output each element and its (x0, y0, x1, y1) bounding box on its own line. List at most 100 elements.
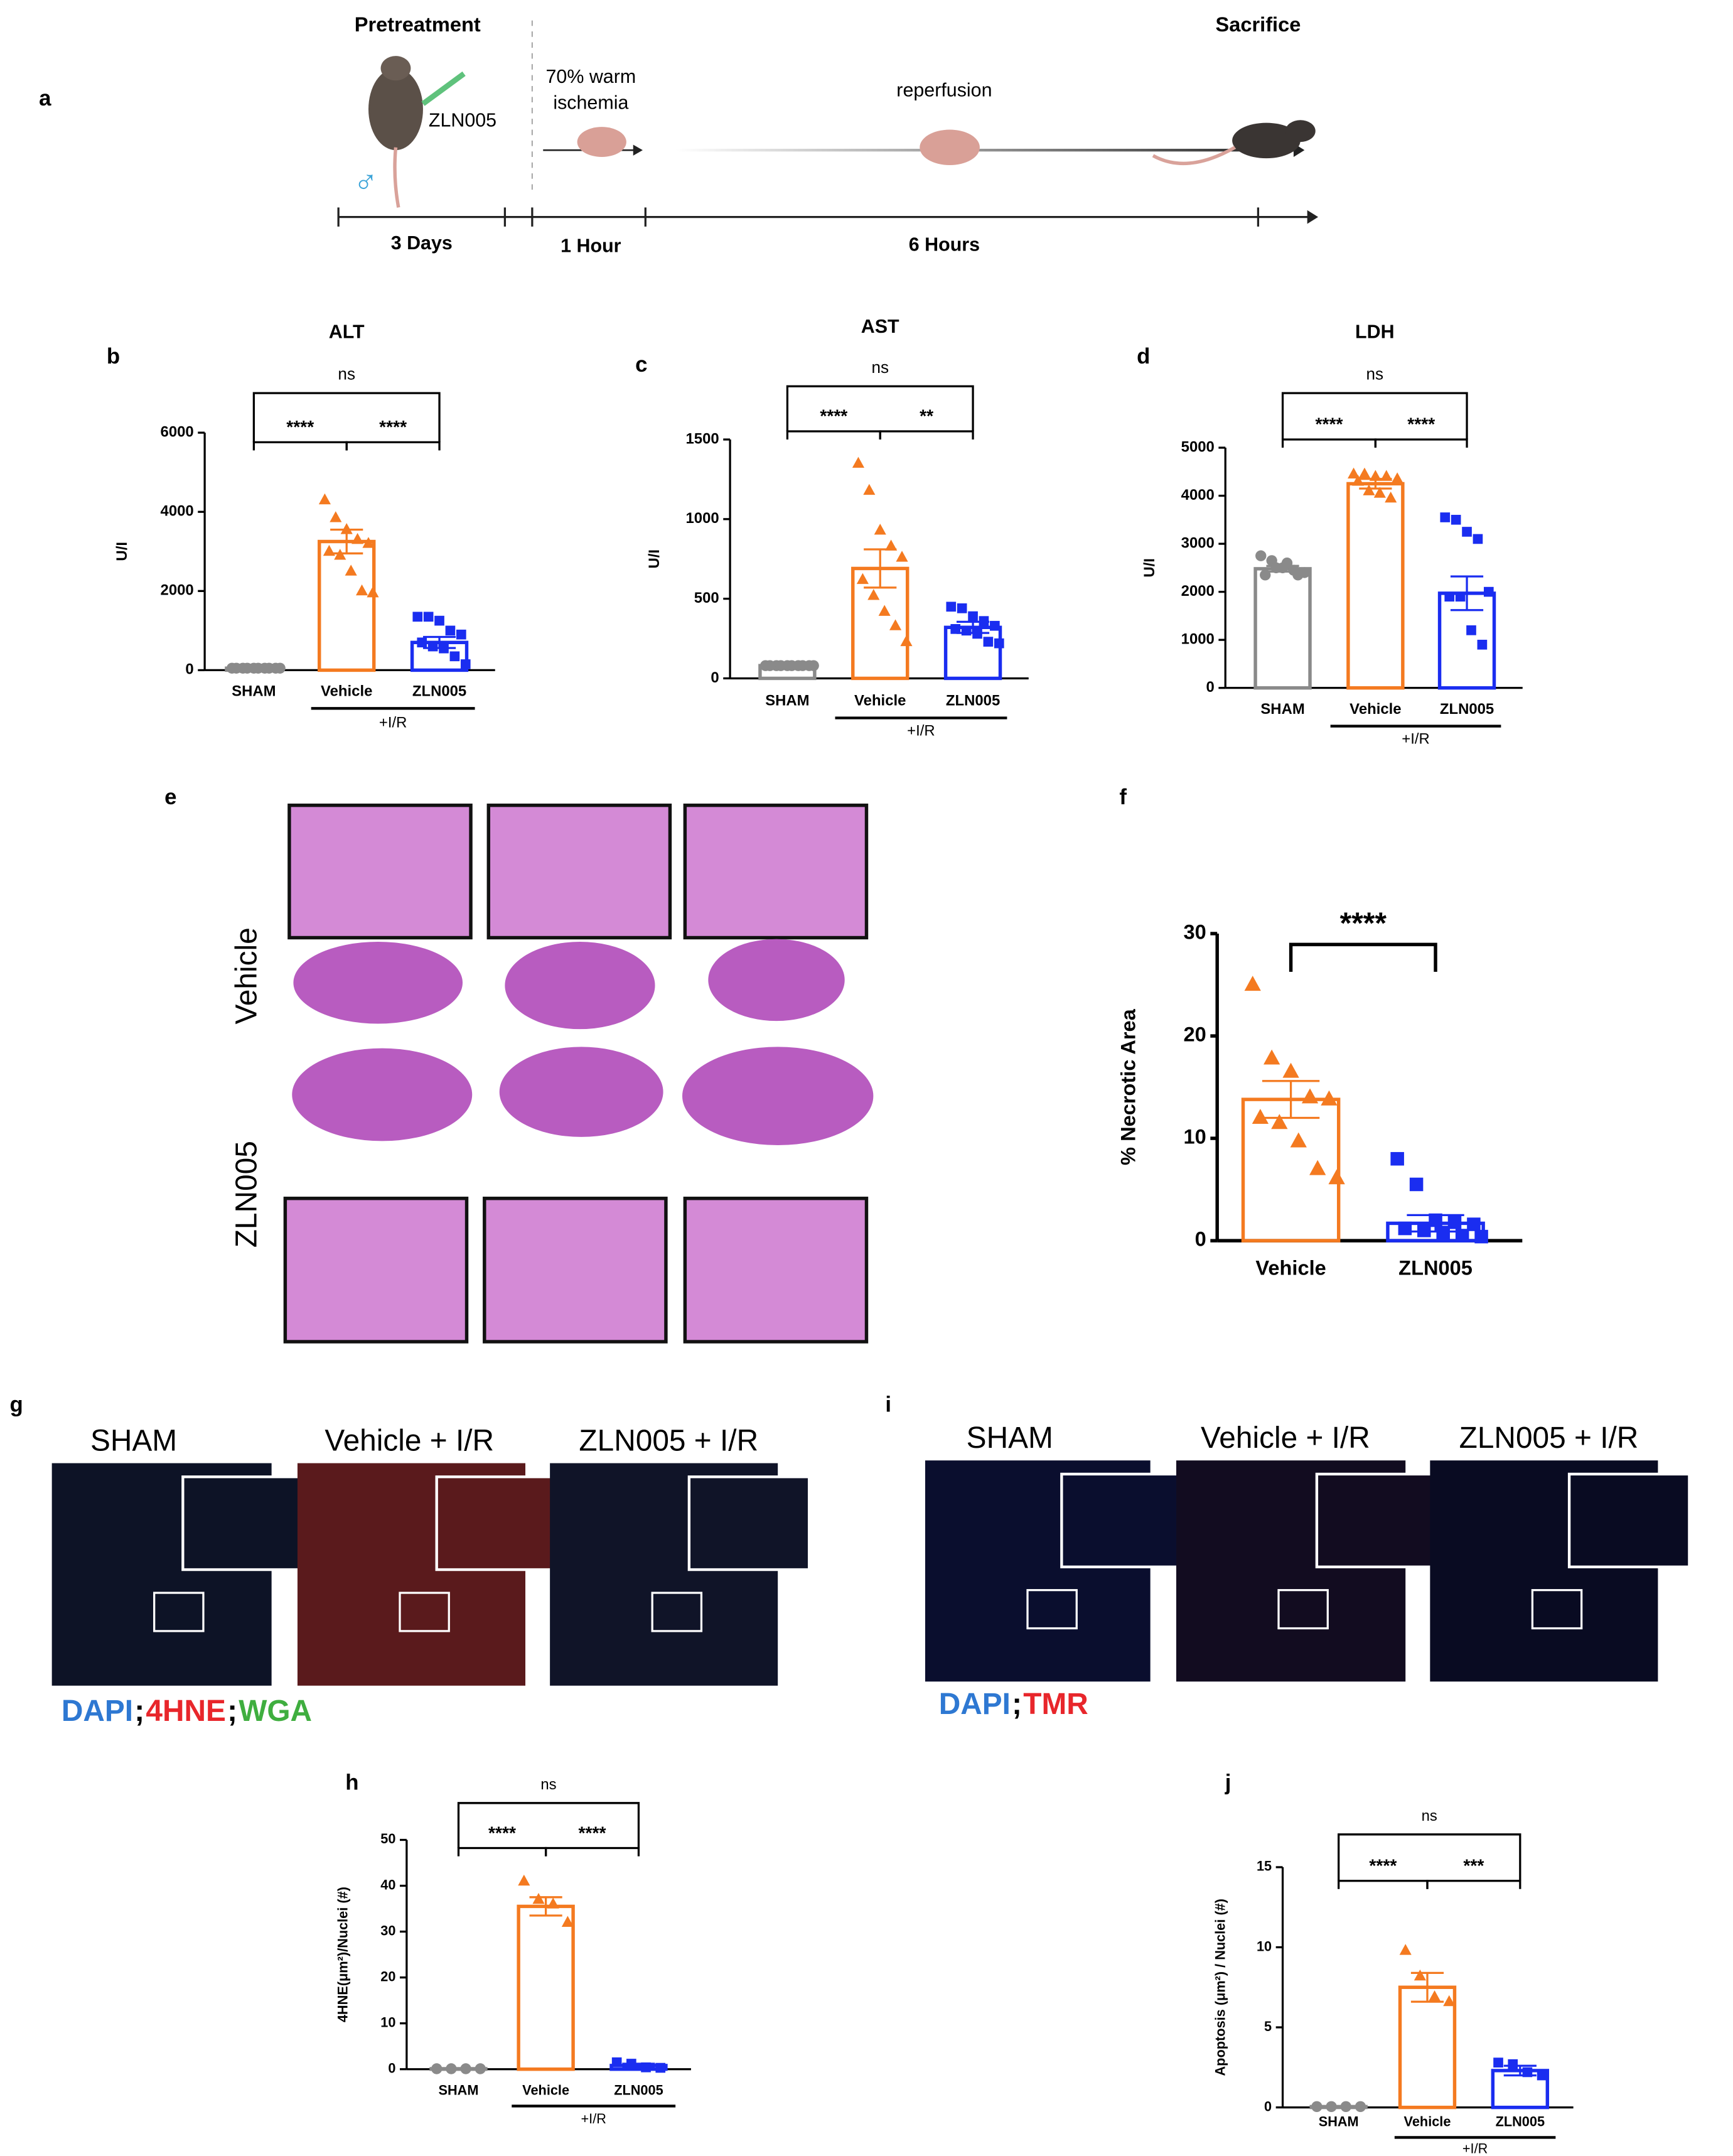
y-tick-label: 30 (380, 1922, 395, 1938)
inset-image (1060, 1472, 1183, 1568)
significance-label: *** (1463, 1855, 1484, 1875)
zoom-image (483, 1197, 668, 1344)
x-tick-label: Vehicle (321, 683, 372, 700)
stain-label: ; (227, 1695, 237, 1728)
y-tick-label: 1000 (686, 510, 719, 527)
significance-bracket (1338, 1833, 1521, 1881)
sex-symbol: ♂ (353, 164, 378, 200)
zoom-image (287, 803, 473, 940)
bar (517, 1904, 575, 2071)
inset-box (1026, 1589, 1078, 1630)
significance-bracket (1289, 942, 1437, 972)
data-point (334, 549, 346, 560)
x-tick-label: Vehicle (1255, 1256, 1326, 1279)
data-point (561, 1916, 574, 1927)
data-point (1417, 1224, 1431, 1237)
x-tick-label: ZLN005 (946, 693, 1000, 709)
diagram-text: reperfusion (896, 80, 992, 101)
data-point (1385, 491, 1397, 503)
column-label: ZLN005 + I/R (579, 1425, 758, 1458)
panel-letter: f (1119, 785, 1127, 809)
data-point (885, 539, 898, 551)
data-point (427, 641, 438, 652)
column-label: Vehicle + I/R (1201, 1421, 1370, 1455)
data-point (475, 2063, 486, 2074)
data-point (889, 619, 902, 630)
panel-letter: j (1225, 1771, 1231, 1795)
y-axis-label: U/I (114, 542, 131, 561)
group-label: +I/R (907, 723, 935, 740)
panel-letter: d (1137, 345, 1150, 369)
y-tick-label: 500 (694, 590, 719, 606)
data-point (330, 511, 342, 522)
data-point (1271, 1114, 1288, 1129)
stain-label: DAPI (939, 1688, 1011, 1721)
x-tick-label: SHAM (1260, 701, 1304, 718)
y-tick-label: 4000 (161, 503, 194, 520)
significance-bracket (879, 430, 974, 440)
data-point (764, 660, 776, 671)
y-tick-label: 50 (380, 1831, 395, 1846)
chart-title: ALT (329, 321, 365, 342)
x-tick-label: Vehicle (854, 693, 906, 709)
x-tick-label: ZLN005 (614, 2082, 663, 2098)
inset-box (1277, 1589, 1329, 1630)
data-point (1270, 562, 1282, 574)
duration-label: 6 Hours (909, 234, 980, 255)
y-axis-label: U/I (1141, 558, 1158, 578)
data-point (1451, 515, 1461, 525)
data-point (345, 564, 357, 576)
x-tick-label: ZLN005 (1496, 2113, 1545, 2129)
x-tick-label: Vehicle (1404, 2113, 1451, 2129)
data-point (460, 2063, 471, 2074)
column-label: Vehicle + I/R (325, 1425, 494, 1458)
data-point (1462, 527, 1472, 537)
data-point (356, 584, 368, 596)
data-point (874, 524, 886, 535)
data-point (1290, 1132, 1307, 1148)
y-tick-label: 0 (185, 661, 193, 678)
data-point (242, 662, 253, 674)
data-point (1311, 2101, 1323, 2113)
y-tick-label: 0 (1195, 1227, 1206, 1251)
group-label: +I/R (379, 714, 407, 731)
x-tick-label: Vehicle (1349, 701, 1401, 718)
liver (920, 129, 980, 166)
data-point (983, 637, 994, 647)
significance-bracket (1281, 438, 1377, 448)
significance-label: ns (1366, 365, 1384, 384)
significance-bracket (1374, 438, 1468, 448)
data-point (532, 1893, 545, 1904)
significance-label: **** (1315, 414, 1343, 434)
data-point (1380, 470, 1393, 481)
error-bar (1450, 575, 1484, 612)
error-bar (1410, 1971, 1444, 2003)
group-label: +I/R (1402, 731, 1430, 748)
data-point (1436, 1226, 1450, 1239)
data-point (1447, 1215, 1462, 1229)
zoom-image (683, 803, 869, 940)
y-axis-label: % Necrotic Area (1117, 1008, 1140, 1165)
data-point (449, 651, 460, 662)
data-point (367, 586, 379, 598)
stain-label: 4HNE (146, 1695, 226, 1728)
data-point (1363, 484, 1375, 495)
bar (318, 539, 376, 672)
data-point (1414, 1970, 1426, 1981)
data-point (1260, 569, 1271, 581)
data-point (340, 523, 353, 534)
significance-label: **** (379, 417, 407, 437)
data-point (1244, 976, 1261, 991)
panel-letter: a (39, 87, 51, 110)
bar (1253, 567, 1312, 690)
significance-label: ** (920, 406, 933, 426)
significance-label: **** (1369, 1855, 1397, 1875)
data-point (1321, 1090, 1338, 1106)
diagram-text: Sacrifice (1215, 13, 1301, 36)
y-tick-label: 40 (380, 1877, 395, 1892)
significance-bracket (252, 441, 348, 451)
stain-label: WGA (239, 1695, 312, 1728)
syringe (421, 71, 466, 106)
data-point (1537, 2070, 1547, 2081)
